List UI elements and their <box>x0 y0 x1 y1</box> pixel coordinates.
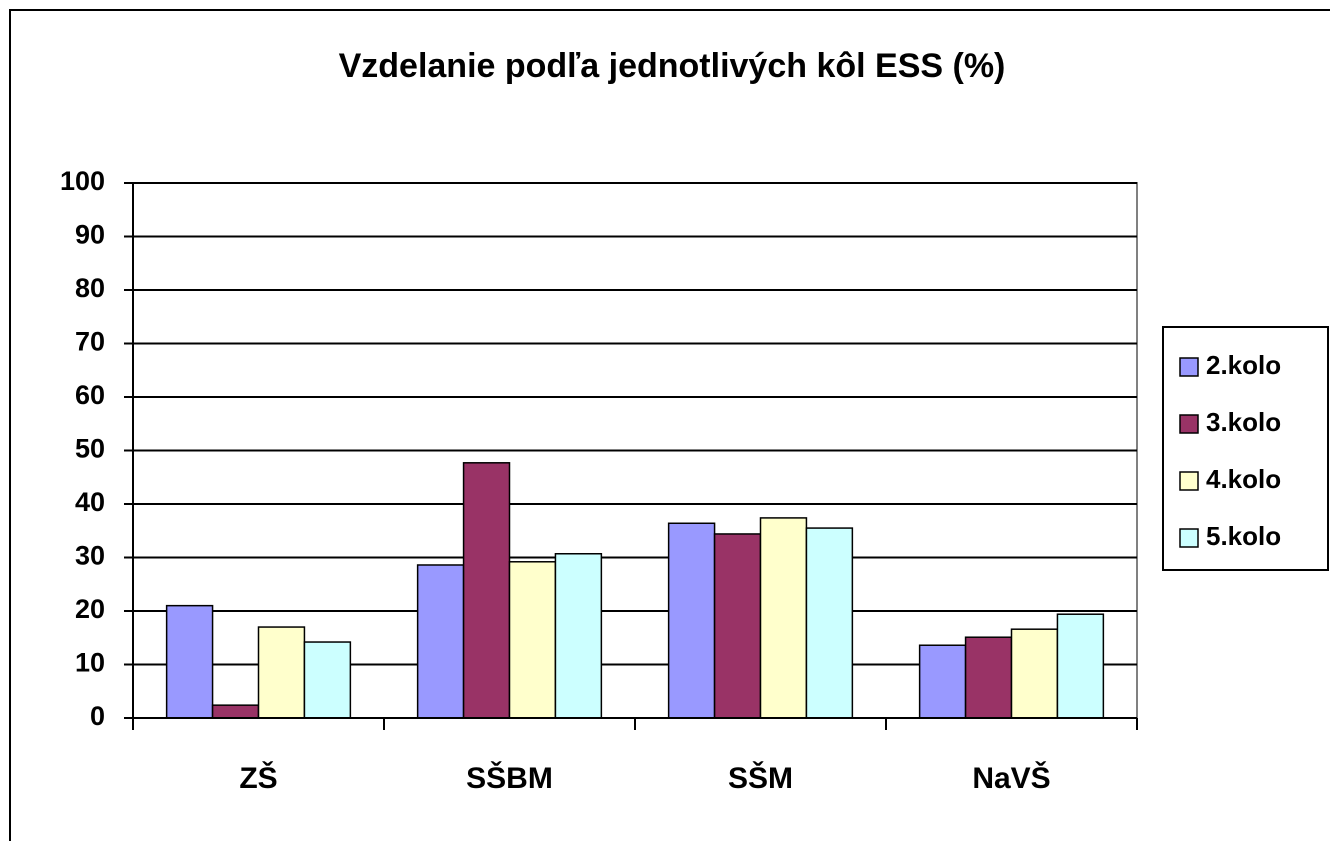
bar <box>303 641 352 719</box>
y-tick-label: 50 <box>75 434 105 464</box>
legend-label: 5.kolo <box>1206 521 1281 551</box>
bar <box>1056 613 1105 719</box>
bar <box>964 636 1013 719</box>
bar <box>462 462 511 719</box>
legend-swatch <box>1179 414 1199 434</box>
legend-swatch <box>1179 357 1199 377</box>
y-tick-label: 30 <box>75 541 105 571</box>
y-tick-label: 70 <box>75 327 105 357</box>
y-tick-label: 60 <box>75 380 105 410</box>
bar <box>1010 628 1059 719</box>
bar <box>554 553 603 719</box>
bar <box>211 704 260 719</box>
legend-label: 3.kolo <box>1206 407 1281 437</box>
x-tick-label: SŠM <box>728 761 793 795</box>
bar <box>805 527 854 719</box>
bar <box>257 626 306 719</box>
bar <box>713 533 762 719</box>
x-tick-label: SŠBM <box>466 761 553 795</box>
legend-label: 4.kolo <box>1206 464 1281 494</box>
chart-title: Vzdelanie podľa jednotlivých kôl ESS (%) <box>339 47 1006 85</box>
x-tick-label: ZŠ <box>239 761 277 795</box>
y-tick-label: 40 <box>75 487 105 517</box>
y-tick-label: 90 <box>75 220 105 250</box>
bar <box>918 644 967 719</box>
legend-swatch <box>1179 528 1199 548</box>
x-tick-label: NaVŠ <box>972 761 1050 795</box>
y-tick-label: 0 <box>90 701 105 731</box>
y-tick-label: 20 <box>75 594 105 624</box>
y-tick-label: 80 <box>75 273 105 303</box>
legend-label: 2.kolo <box>1206 350 1281 380</box>
bar <box>165 604 214 719</box>
bar <box>508 561 557 719</box>
bar <box>667 522 716 719</box>
y-tick-label: 10 <box>75 648 105 678</box>
bar <box>416 564 465 719</box>
legend-swatch <box>1179 471 1199 491</box>
y-tick-label: 100 <box>60 166 105 196</box>
bar <box>759 517 808 719</box>
